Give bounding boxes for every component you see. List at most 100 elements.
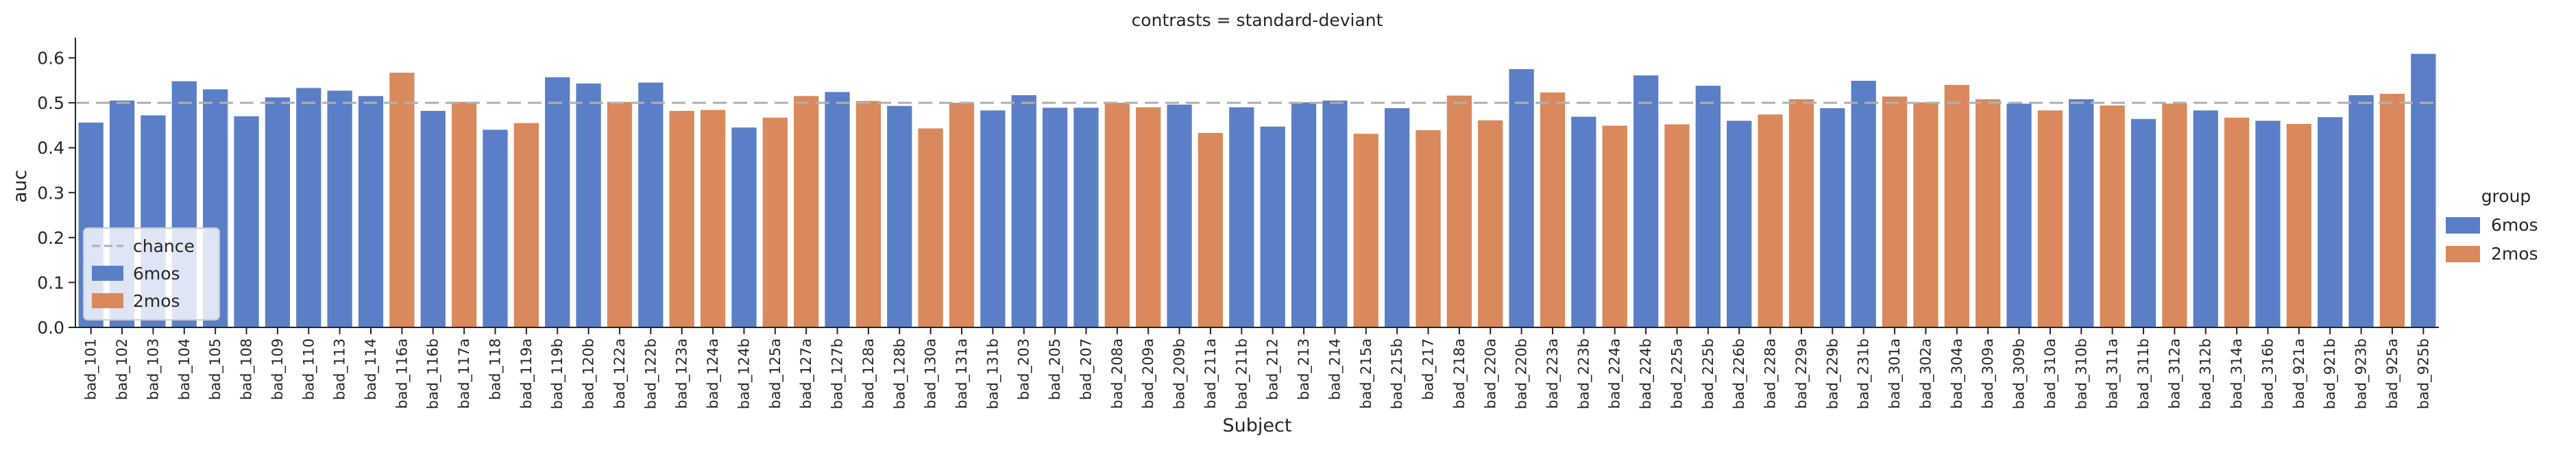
x-tick-label: bad_120b	[581, 338, 598, 409]
bar-bad_122b	[638, 82, 664, 327]
x-tick-label: bad_229a	[1793, 338, 1810, 409]
legend-label-6mos: 6mos	[133, 264, 180, 284]
bar-bad_218a	[1446, 95, 1472, 327]
x-tick-label: bad_311a	[2104, 338, 2122, 409]
x-tick-label: bad_125a	[767, 338, 784, 409]
bar-bad_224b	[1633, 75, 1659, 327]
y-tick-label: 0.0	[37, 318, 64, 338]
y-tick-label: 0.2	[37, 228, 64, 248]
x-tick-label: bad_105	[207, 338, 224, 400]
x-tick-label: bad_116b	[425, 338, 442, 409]
bar-bad_203	[1011, 95, 1036, 327]
x-tick-label: bad_101	[83, 338, 100, 400]
bar-bad_109	[265, 97, 291, 327]
x-tick-label: bad_223b	[1575, 338, 1592, 409]
bar-bad_312a	[2162, 103, 2187, 327]
x-tick-label: bad_212	[1265, 338, 1282, 400]
bar-bad_110	[296, 88, 321, 327]
bar-bad_215a	[1353, 134, 1378, 327]
x-tick-label: bad_110	[300, 338, 317, 400]
bar-bad_312b	[2193, 110, 2218, 328]
x-tick-label: bad_208a	[1109, 338, 1126, 409]
x-axis-label: Subject	[1223, 415, 1292, 436]
bar-bad_128a	[855, 101, 882, 327]
bar-bad_123a	[669, 110, 694, 327]
x-tick-label: bad_127a	[798, 338, 815, 409]
bar-bad_925a	[2379, 93, 2405, 328]
bar-bad_119a	[513, 123, 539, 327]
x-tick-label: bad_312a	[2166, 338, 2183, 409]
bar-bad_304a	[1944, 84, 1969, 328]
x-tick-label: bad_104	[176, 338, 193, 400]
bar-bad_225a	[1664, 124, 1690, 327]
bar-bad_124a	[700, 110, 726, 327]
x-tick-label: bad_225b	[1700, 338, 1717, 409]
bar-bad_921a	[2286, 123, 2311, 328]
bar-bad_131a	[949, 103, 975, 327]
legend-swatch-6mos	[92, 266, 123, 281]
bar-bad_229b	[1820, 108, 1845, 327]
x-tick-label: bad_130a	[923, 338, 940, 409]
outer-legend-swatch-6mos	[2446, 217, 2480, 234]
bar-bad_127b	[825, 92, 850, 327]
bar-bad_122a	[607, 101, 633, 327]
bar-bad_118	[483, 129, 508, 327]
bar-bad_120b	[576, 83, 601, 327]
x-tick-label: bad_223a	[1544, 338, 1562, 409]
x-tick-label: bad_203	[1016, 338, 1033, 400]
legend-label-chance: chance	[133, 236, 195, 256]
x-tick-label: bad_128a	[860, 338, 877, 409]
bar-bad_309b	[2006, 103, 2032, 327]
outer-legend-title: group	[2481, 186, 2531, 206]
bar-bad_311a	[2100, 105, 2125, 327]
x-tick-label: bad_316b	[2259, 338, 2276, 409]
bar-bad_921b	[2318, 117, 2343, 327]
x-tick-label: bad_102	[114, 338, 131, 400]
x-tick-label: bad_211a	[1202, 338, 1219, 409]
x-tick-label: bad_108	[239, 338, 256, 400]
bar-bad_124b	[731, 127, 757, 327]
x-tick-label: bad_220a	[1482, 338, 1499, 409]
bar-bad_211b	[1229, 107, 1254, 327]
inner-legend: chance 6mos 2mos	[83, 227, 220, 321]
x-tick-label: bad_211b	[1233, 338, 1250, 409]
x-tick-label: bad_220b	[1514, 338, 1531, 409]
bar-bad_205	[1042, 108, 1068, 327]
y-tick-label: 0.4	[37, 138, 64, 158]
x-tick-label: bad_309a	[1980, 338, 1997, 409]
x-tick-label: bad_228a	[1762, 338, 1779, 409]
x-tick-label: bad_921a	[2291, 338, 2308, 409]
x-tick-label: bad_215b	[1389, 338, 1406, 409]
y-tick-label: 0.6	[37, 49, 64, 68]
y-tick-label: 0.3	[37, 183, 64, 203]
bar-bad_301a	[1882, 96, 1908, 327]
y-tick-label: 0.5	[37, 93, 64, 113]
x-tick-label: bad_302a	[1917, 338, 1934, 409]
x-tick-label: bad_312b	[2198, 338, 2215, 409]
x-tick-label: bad_123a	[674, 338, 691, 409]
y-axis: 0.0 0.1 0.2 0.3 0.4 0.5 0.6	[37, 38, 76, 338]
bar-bad_116a	[389, 73, 415, 328]
bar-bad_223b	[1571, 116, 1596, 328]
x-tick-label: bad_231b	[1856, 338, 1873, 409]
x-tick-label: bad_225a	[1668, 338, 1686, 409]
x-tick-label: bad_114	[363, 338, 380, 400]
bar-bad_211a	[1198, 133, 1224, 327]
x-tick-label: bad_224b	[1638, 338, 1655, 409]
bar-bad_130a	[918, 128, 943, 327]
x-tick-label: bad_213	[1296, 338, 1313, 400]
x-tick-label: bad_214	[1326, 338, 1344, 400]
bar-bad_108	[234, 116, 259, 327]
bar-bad_207	[1073, 108, 1099, 327]
bar-bad_311b	[2130, 118, 2156, 327]
bar-bad_925b	[2411, 53, 2436, 328]
bar-bad_209b	[1167, 104, 1192, 327]
bar-bad_116b	[420, 110, 446, 327]
chart-title: contrasts = standard-deviant	[1132, 10, 1383, 30]
y-tick-label: 0.1	[37, 273, 64, 292]
x-tick-label: bad_118	[487, 338, 504, 400]
bar-bad_231b	[1851, 80, 1876, 328]
x-tick-label: bad_310a	[2042, 338, 2059, 409]
x-tick-label: bad_119a	[518, 338, 535, 409]
x-tick-label: bad_122a	[611, 338, 629, 409]
